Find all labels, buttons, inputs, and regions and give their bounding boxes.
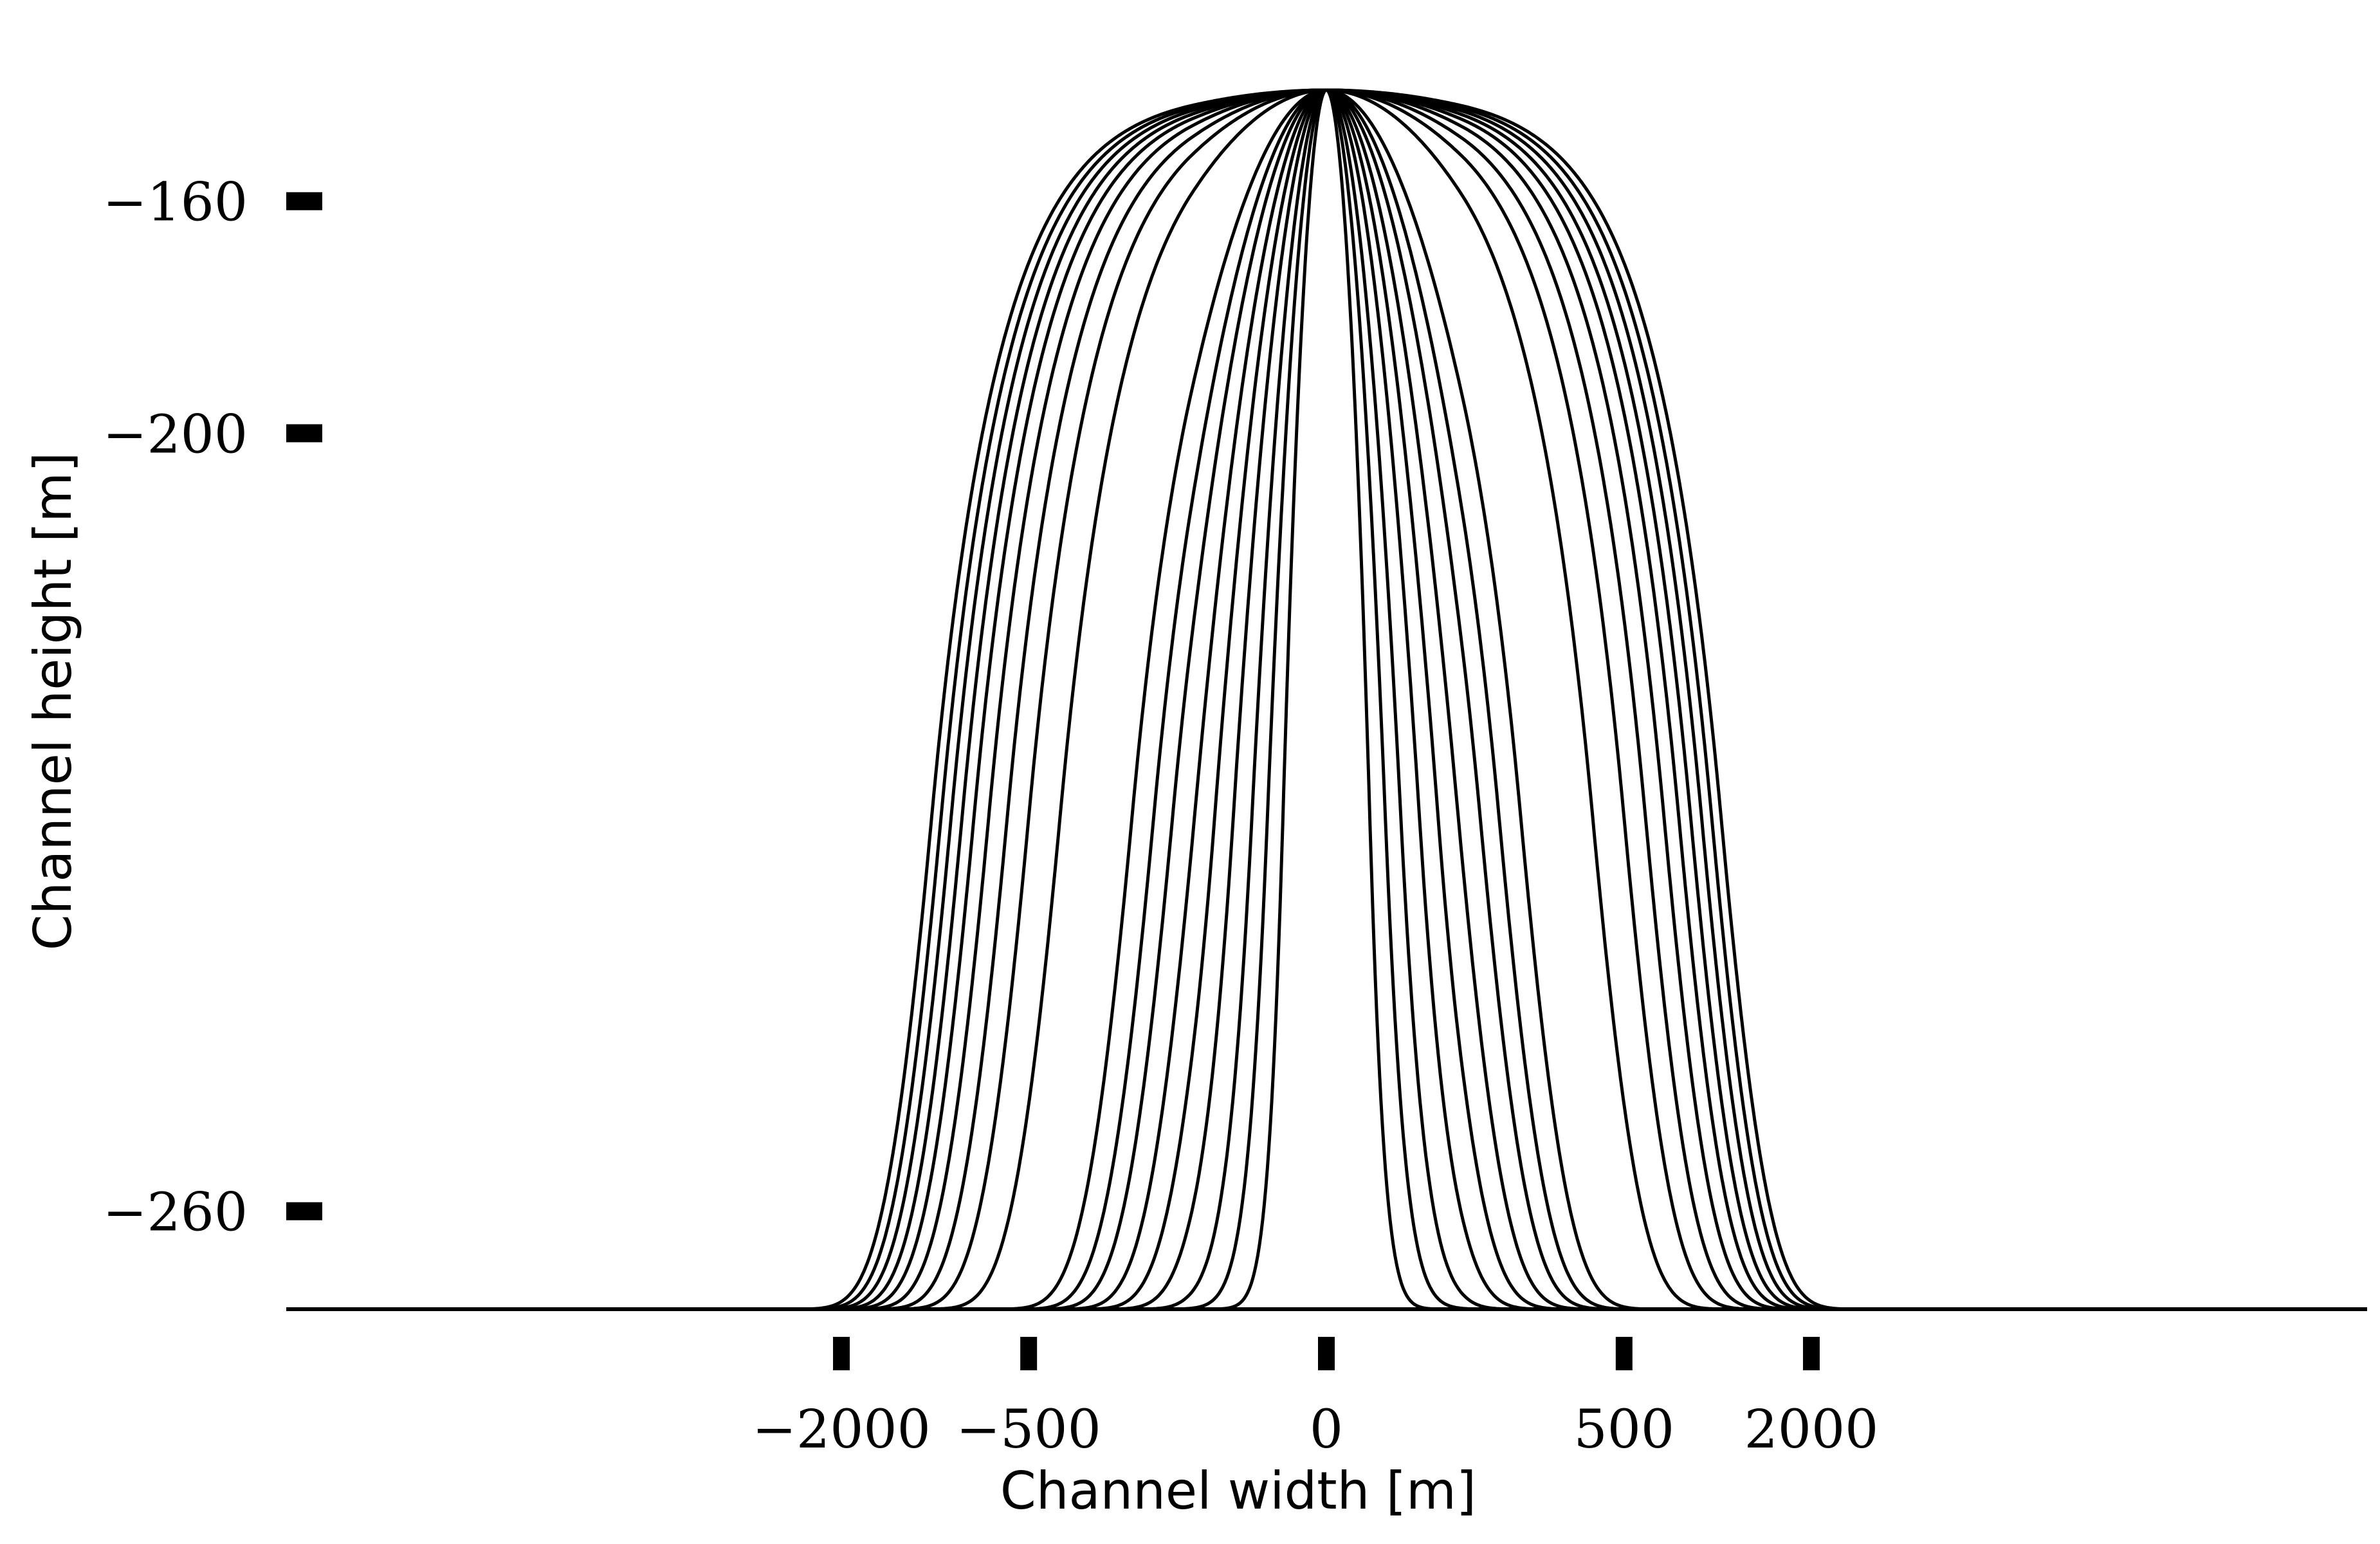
y-tick-mark (286, 192, 322, 210)
x-tick-mark (1615, 1337, 1633, 1370)
y-axis-ticks: −160 −200 −260 (103, 172, 322, 1244)
x-tick-label: 500 (1574, 1399, 1675, 1460)
y-tick-mark (286, 424, 322, 443)
y-tick-mark (286, 1202, 322, 1220)
x-tick-label: 2000 (1744, 1399, 1879, 1460)
y-tick-label: −260 (103, 1182, 248, 1244)
x-axis-ticks: −2000 −500 0 500 2000 (752, 1337, 1878, 1460)
x-axis-label: Channel width [m] (1000, 1461, 1476, 1521)
x-tick-mark (833, 1337, 850, 1370)
x-tick-label: −500 (957, 1399, 1101, 1460)
x-tick-mark (1318, 1337, 1335, 1370)
y-tick-label: −160 (103, 172, 248, 234)
plot-lines (286, 88, 2367, 1311)
x-tick-mark (1020, 1337, 1038, 1370)
x-tick-mark (1802, 1337, 1820, 1370)
y-tick-label: −200 (103, 404, 248, 465)
y-axis-label: Channel height [m] (23, 452, 83, 951)
x-tick-label: −2000 (752, 1399, 930, 1460)
channel-profile-line-18 (810, 88, 1843, 1310)
x-tick-label: 0 (1310, 1399, 1343, 1460)
